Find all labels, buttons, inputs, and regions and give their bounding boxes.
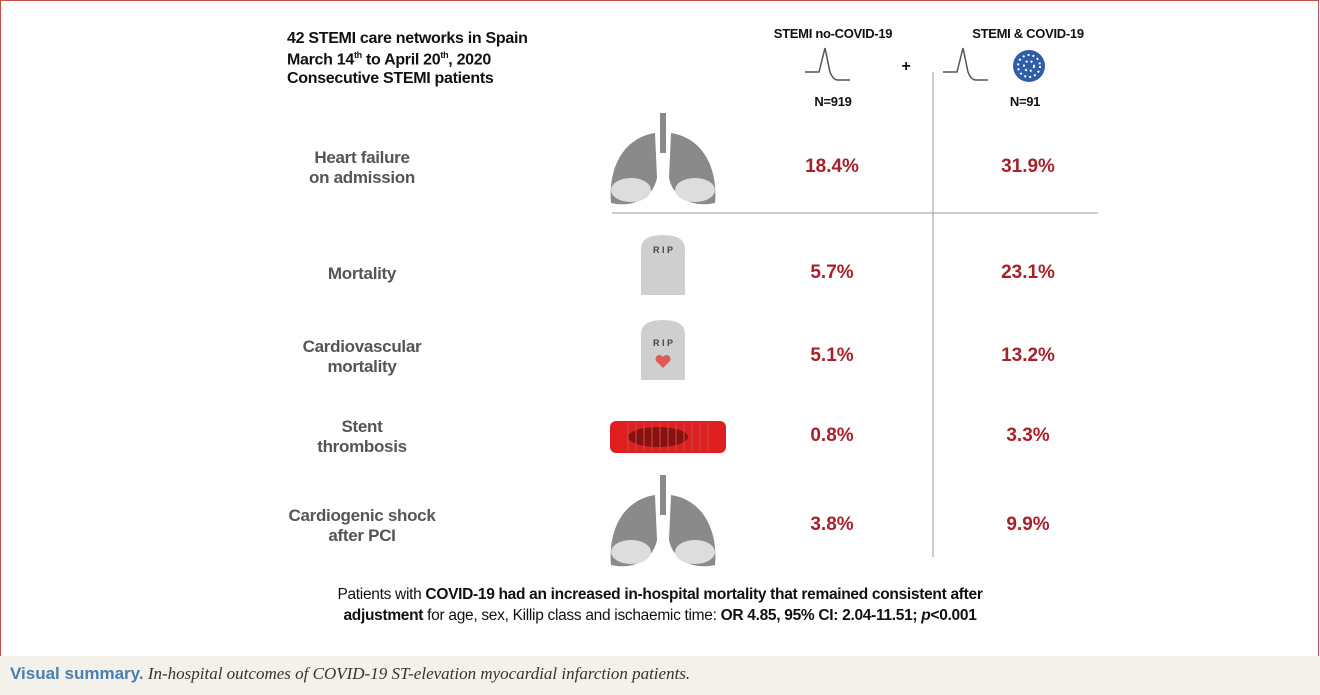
tombstone-icon: R I P	[641, 235, 685, 295]
row-label: Mortality	[242, 264, 482, 284]
caption: Visual summary. In-hospital outcomes of …	[10, 664, 690, 684]
lungs-icon	[610, 113, 716, 205]
value: 5.1%	[810, 345, 854, 366]
opacity	[675, 540, 715, 564]
row-label-line: mortality	[327, 357, 397, 376]
row-label: Heart failure on admission	[242, 148, 482, 188]
opacity	[611, 178, 651, 202]
footer-text: Patients with	[337, 586, 426, 603]
row-label-line: Stent	[341, 417, 383, 436]
column-n: N=91	[1009, 94, 1041, 109]
row-label: Stent thrombosis	[242, 417, 482, 457]
row-label-line: Heart failure	[314, 148, 410, 167]
plus-sign: +	[901, 58, 911, 75]
tombstone-text: R I P	[653, 338, 673, 348]
footer-line: adjustment for age, sex, Killip class an…	[0, 607, 1320, 625]
header-text: th	[440, 50, 449, 60]
row-label: Cardiogenic shock after PCI	[242, 506, 482, 546]
heart	[655, 354, 671, 368]
footer-text: for age, sex, Killip class and ischaemic…	[423, 607, 721, 624]
frame	[0, 0, 1319, 656]
caption-text: In-hospital outcomes of COVID-19 ST-elev…	[143, 664, 691, 683]
trachea	[660, 113, 666, 153]
footer-line: Patients with COVID-19 had an increased …	[0, 586, 1320, 604]
clot	[628, 427, 688, 447]
column-title: STEMI & COVID-19	[972, 26, 1084, 41]
header-line: March 14th to April 20th, 2020	[287, 50, 491, 69]
value: 31.9%	[1001, 156, 1055, 177]
column-title: STEMI no-COVID-19	[773, 26, 893, 41]
ecg-icon	[943, 47, 988, 81]
header-text: th	[353, 50, 362, 60]
footer-text: <0.001	[930, 607, 977, 624]
caption-lead: Visual summary.	[10, 664, 144, 683]
header-text: to April 20	[361, 51, 441, 69]
value: 18.4%	[805, 156, 859, 177]
value: 0.8%	[810, 425, 854, 446]
footer-text: adjustment	[343, 607, 424, 624]
header-text: , 2020	[448, 51, 491, 69]
header-text: March 14	[287, 51, 354, 69]
footer-text: OR 4.85, 95% CI: 2.04-11.51;	[720, 607, 922, 624]
ecg-icon	[805, 47, 850, 81]
tombstone	[641, 320, 685, 380]
caption-band	[0, 656, 1320, 695]
value: 3.8%	[810, 514, 854, 535]
row-label-line: Cardiogenic shock	[288, 506, 436, 525]
value: 5.7%	[810, 262, 854, 283]
row-label-line: on admission	[309, 168, 415, 187]
tombstone	[641, 235, 685, 295]
virus-icon	[1013, 50, 1045, 82]
value: 3.3%	[1006, 425, 1050, 446]
row-label-line: after PCI	[328, 526, 396, 545]
header-line: 42 STEMI care networks in Spain	[287, 30, 528, 47]
value: 9.9%	[1006, 514, 1050, 535]
tombstone-text: R I P	[653, 245, 673, 255]
tombstone-icon: R I P	[641, 320, 685, 380]
value: 13.2%	[1001, 345, 1055, 366]
footer-text: COVID-19 had an increased in-hospital mo…	[425, 586, 983, 603]
column-n: N=919	[814, 94, 852, 109]
icons: R I P R I P	[610, 113, 726, 567]
lungs-icon	[610, 475, 716, 567]
trachea	[660, 475, 666, 515]
value: 23.1%	[1001, 262, 1055, 283]
row-label-line: Mortality	[327, 264, 397, 283]
opacity	[611, 540, 651, 564]
footer-text: p	[921, 607, 931, 624]
stent-icon	[610, 421, 726, 453]
row-label-line: Cardiovascular	[302, 337, 422, 356]
row-label: Cardiovascular mortality	[242, 337, 482, 377]
header-line: Consecutive STEMI patients	[287, 70, 494, 87]
row-label-line: thrombosis	[317, 437, 407, 456]
opacity	[675, 178, 715, 202]
